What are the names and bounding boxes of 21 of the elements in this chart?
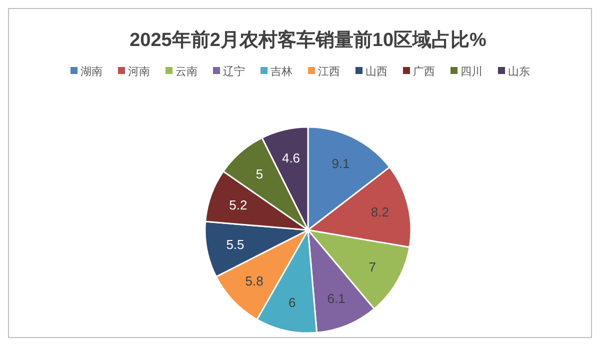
legend-label: 山东 <box>508 65 530 78</box>
data-label: 5.2 <box>229 197 248 212</box>
legend-label: 云南 <box>176 65 198 78</box>
data-label: 6 <box>288 294 296 310</box>
legend-label: 山西 <box>366 65 388 78</box>
legend-label: 湖南 <box>80 65 102 78</box>
data-label: 6.1 <box>327 291 346 306</box>
legend-label: 吉林 <box>270 65 292 78</box>
data-label: 8.2 <box>370 204 390 220</box>
legend-label: 江西 <box>318 66 340 78</box>
data-label: 5 <box>256 166 264 182</box>
chart-title: 2025年前2月农村客车销量前10区域占比% <box>130 29 487 51</box>
data-label: 5.5 <box>226 236 244 252</box>
legend-label: 河南 <box>128 65 150 78</box>
data-label: 4.6 <box>282 150 300 166</box>
data-label: 9.1 <box>332 156 350 171</box>
legend-label: 四川 <box>460 65 482 78</box>
data-label: 5.8 <box>245 274 264 289</box>
data-label: 7 <box>368 259 376 274</box>
legend-label: 辽宁 <box>223 65 245 78</box>
legend-label: 广西 <box>413 65 435 78</box>
